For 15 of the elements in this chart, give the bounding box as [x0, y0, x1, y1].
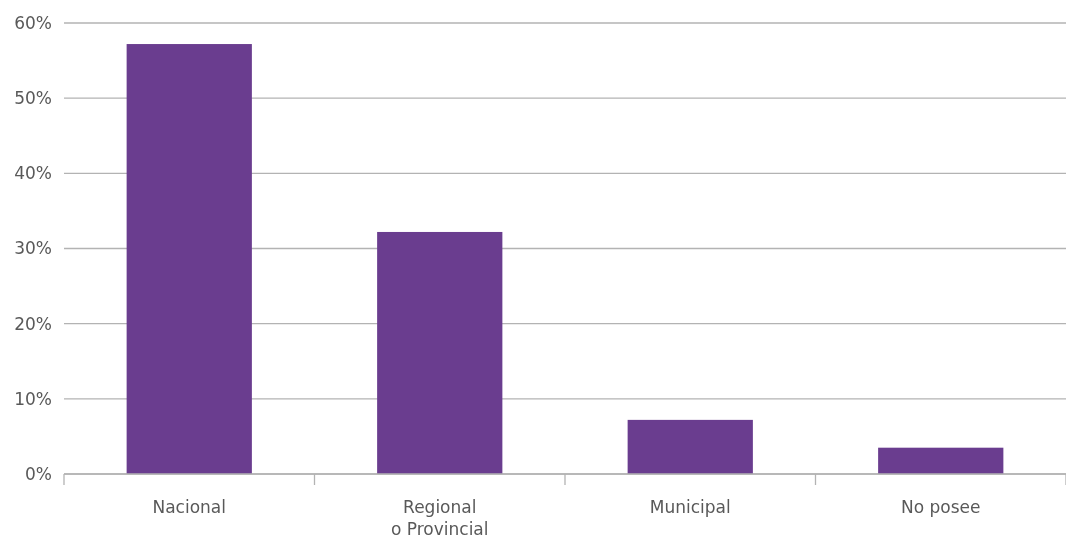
y-tick-label: 20% [14, 313, 52, 334]
bar [627, 419, 753, 474]
x-tick-label: Municipal [649, 497, 731, 517]
y-tick-label: 0% [25, 463, 52, 484]
bar [126, 44, 252, 474]
y-tick-label: 50% [14, 88, 52, 109]
y-tick-label: 10% [14, 388, 52, 409]
bar [377, 231, 503, 474]
bar [878, 447, 1004, 474]
x-tick-label: Regional o Provincial [390, 497, 489, 538]
y-tick-label: 40% [14, 163, 52, 184]
x-tick-label: No posee [901, 497, 981, 517]
x-tick-label: Nacional [152, 497, 227, 517]
y-tick-label: 60% [14, 12, 52, 33]
y-tick-label: 30% [14, 238, 52, 259]
